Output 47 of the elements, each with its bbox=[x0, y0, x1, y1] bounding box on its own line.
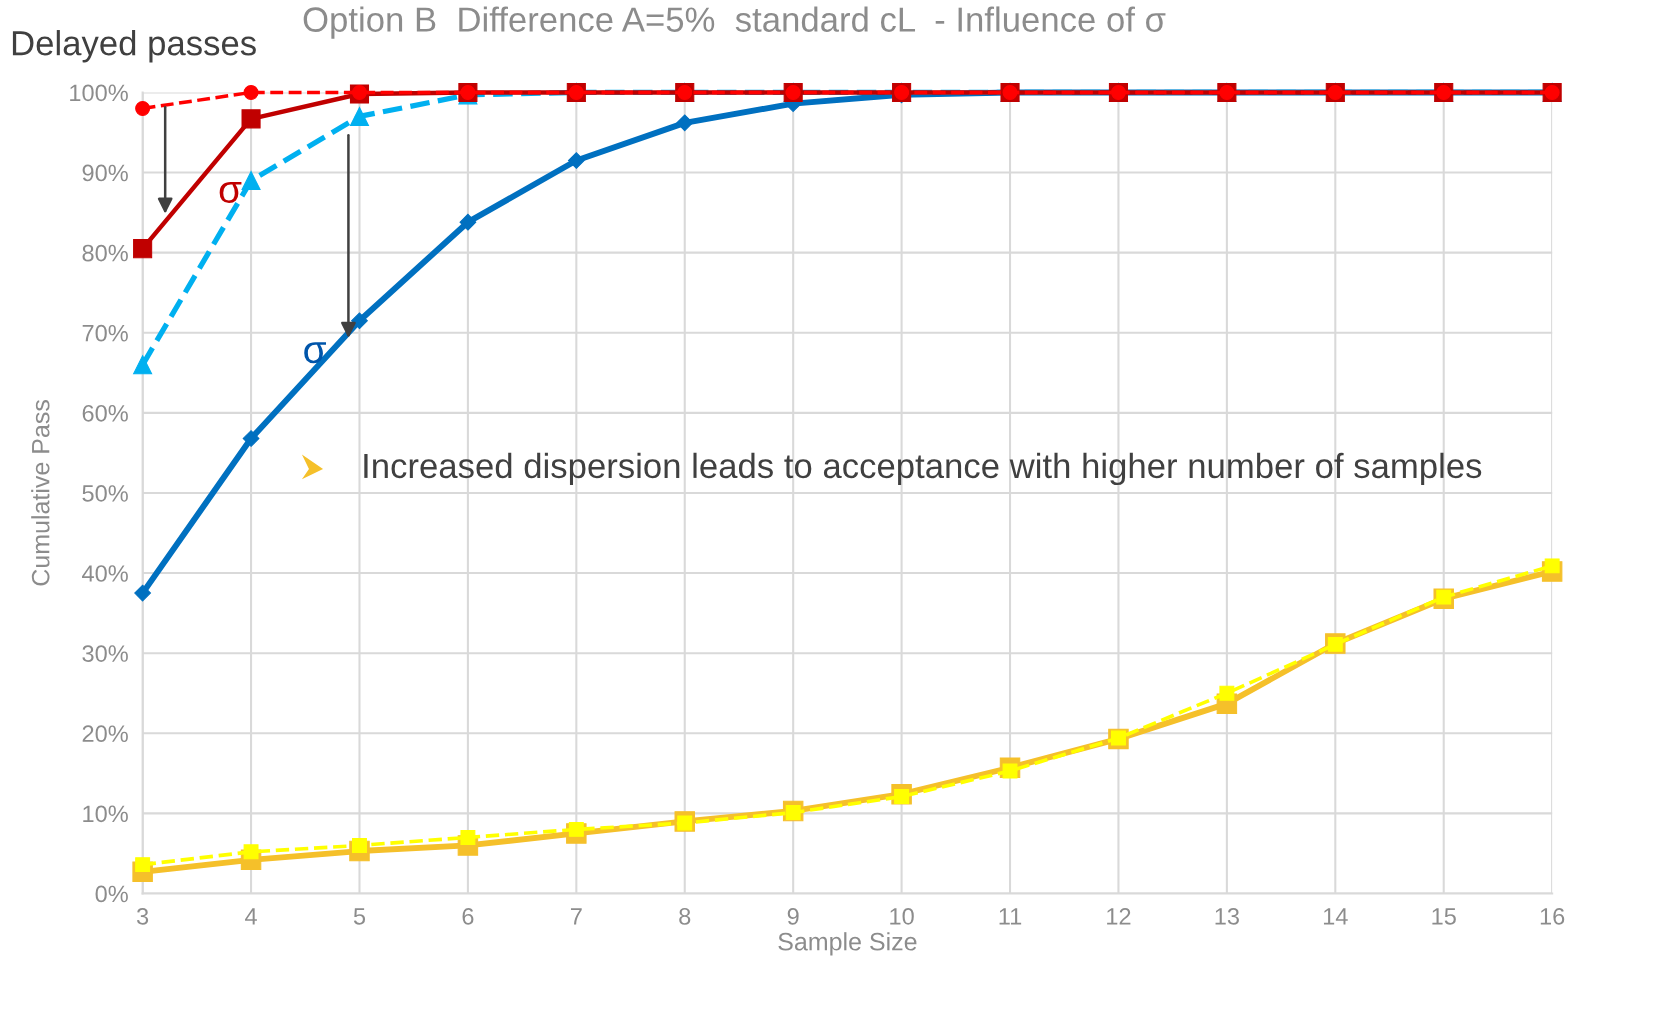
annotation: σ bbox=[304, 342, 326, 364]
y-axis-title: Cumulative Pass bbox=[31, 400, 50, 586]
point bbox=[459, 213, 477, 231]
point bbox=[676, 114, 694, 132]
x-tick-label: 3 bbox=[136, 908, 149, 925]
chart-subtitle: Option B Difference A=5% standard cL - Influence of σ bbox=[303, 6, 1166, 39]
x-tick-label: 4 bbox=[245, 908, 257, 925]
x-tick-label: 15 bbox=[1432, 908, 1456, 925]
y-tick-label: 40% bbox=[82, 565, 128, 582]
point bbox=[135, 100, 151, 116]
point bbox=[349, 106, 370, 127]
point bbox=[241, 109, 261, 129]
point bbox=[241, 171, 261, 191]
y-tick-label: 100% bbox=[70, 84, 128, 102]
x-tick-label: 6 bbox=[462, 908, 474, 925]
point bbox=[243, 84, 259, 100]
x-tick-label: 12 bbox=[1107, 908, 1131, 925]
y-tick-label: 30% bbox=[82, 645, 128, 662]
point bbox=[1219, 685, 1235, 701]
x-tick-label: 11 bbox=[999, 908, 1022, 925]
point bbox=[567, 152, 585, 169]
x-tick-label: 16 bbox=[1540, 908, 1565, 925]
point bbox=[134, 584, 152, 602]
y-tick-label: 0% bbox=[95, 885, 128, 903]
point bbox=[351, 312, 368, 330]
y-tick-label: 80% bbox=[82, 244, 128, 262]
x-tick-label: 7 bbox=[570, 908, 582, 925]
point bbox=[460, 829, 476, 845]
y-tick-label: 50% bbox=[82, 485, 128, 502]
annotation: Increased dispersion leads to acceptance with higher number of samples bbox=[364, 452, 1482, 486]
x-tick-label: 10 bbox=[890, 908, 914, 925]
chart-title: Delayed passes bbox=[12, 30, 256, 63]
y-tick-label: 60% bbox=[82, 404, 128, 422]
y-tick-label: 90% bbox=[82, 164, 128, 182]
y-tick-label: 70% bbox=[82, 324, 128, 342]
point bbox=[133, 355, 153, 375]
point bbox=[133, 239, 153, 259]
y-tick-label: 20% bbox=[82, 725, 128, 743]
y-tick-label: 10% bbox=[83, 805, 128, 823]
x-tick-label: 13 bbox=[1215, 908, 1239, 925]
x-tick-label: 5 bbox=[353, 908, 366, 925]
x-axis-title: Sample Size bbox=[778, 932, 917, 956]
annotation: σ bbox=[219, 182, 242, 203]
x-tick-label: 9 bbox=[787, 908, 799, 925]
x-tick-label: 8 bbox=[679, 908, 691, 925]
point bbox=[242, 430, 260, 447]
x-tick-label: 14 bbox=[1323, 908, 1348, 925]
